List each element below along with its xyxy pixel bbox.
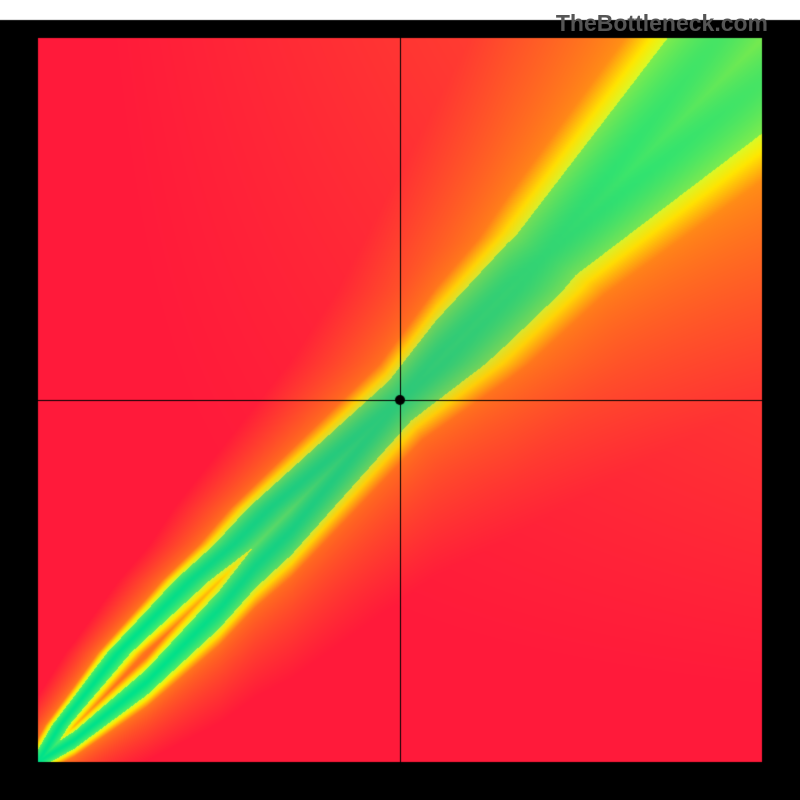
watermark-text: TheBottleneck.com xyxy=(556,10,768,37)
heatmap-canvas xyxy=(0,0,800,800)
chart-container: TheBottleneck.com xyxy=(0,0,800,800)
